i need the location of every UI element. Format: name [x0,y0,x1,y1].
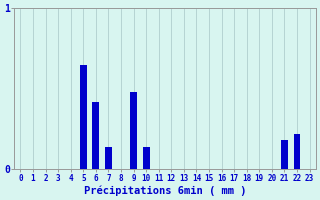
Bar [143,147,150,169]
Bar [281,140,288,169]
X-axis label: Précipitations 6min ( mm ): Précipitations 6min ( mm ) [84,185,246,196]
Bar [80,65,87,169]
Bar [130,92,137,169]
Bar [92,102,99,169]
Bar [105,147,112,169]
Bar [293,134,300,169]
